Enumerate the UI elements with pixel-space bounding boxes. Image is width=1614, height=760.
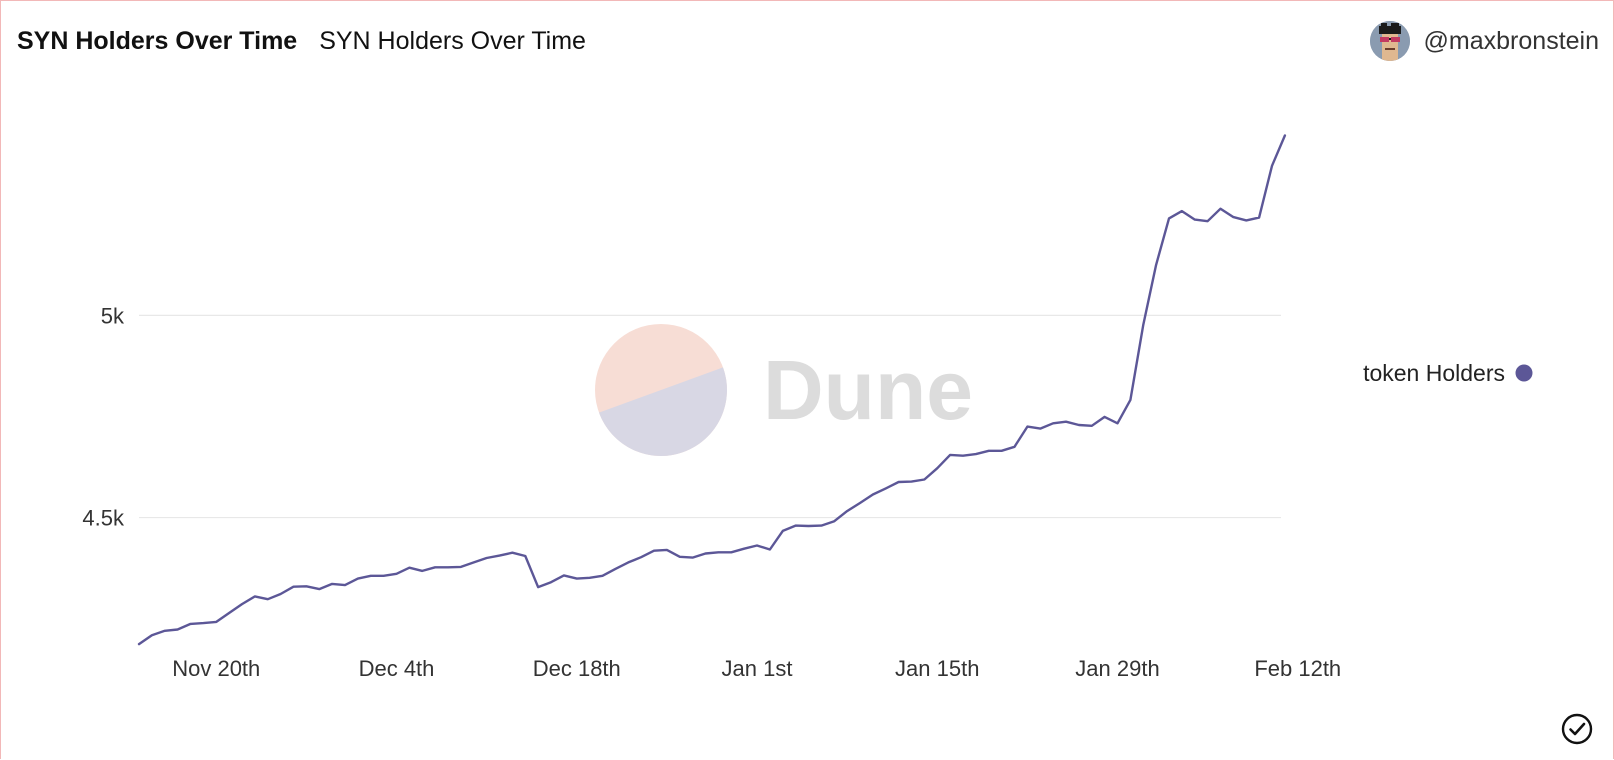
x-tick-label: Nov 20th (172, 656, 260, 681)
x-tick-label: Jan 1st (722, 656, 793, 681)
series-line-token-holders[interactable] (137, 134, 1287, 646)
y-tick-label: 5k (101, 303, 125, 328)
x-tick-label: Dec 4th (359, 656, 435, 681)
chart-title[interactable]: SYN Holders Over Time (17, 26, 298, 55)
x-tick-label: Feb 12th (1254, 656, 1341, 681)
y-tick-label: 4.5k (82, 506, 125, 531)
watermark-text: Dune (763, 343, 973, 437)
x-tick-label: Dec 18th (533, 656, 621, 681)
legend[interactable]: token Holders (1363, 360, 1533, 386)
chart-header: SYN Holders Over Time SYN Holders Over T… (17, 23, 586, 59)
legend-marker (1515, 364, 1533, 382)
author-badge[interactable]: @maxbronstein (1369, 21, 1599, 61)
watermark: Dune (595, 324, 973, 456)
chart-subtitle: SYN Holders Over Time (319, 26, 586, 55)
watermark-logo-bottom (598, 367, 727, 456)
legend-label: token Holders (1363, 360, 1505, 386)
check-circle-icon[interactable] (1561, 713, 1593, 745)
x-axis: Nov 20th Dec 4th Dec 18th Jan 1st Jan 15th Ja… (172, 656, 1341, 681)
author-name: @maxbronstein (1423, 26, 1599, 55)
grid (139, 314, 1281, 519)
pixel-avatar-icon (1369, 21, 1410, 61)
x-tick-label: Jan 29th (1075, 656, 1159, 681)
y-axis: 4.5k 5k (82, 303, 125, 530)
x-tick-label: Jan 15th (895, 656, 979, 681)
